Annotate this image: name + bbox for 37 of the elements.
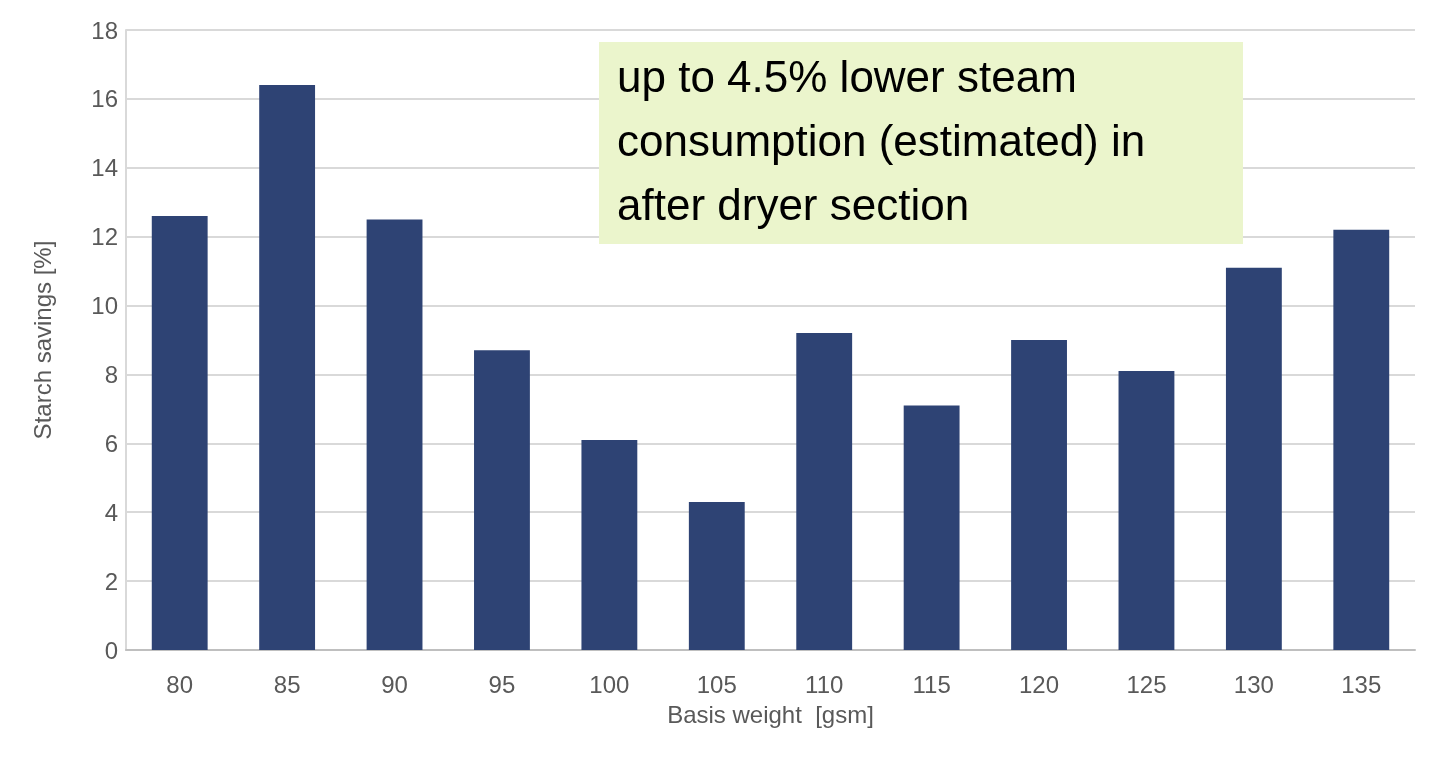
y-axis-title: Starch savings [%] <box>28 240 56 440</box>
y-tick-label: 14 <box>91 154 118 182</box>
bar <box>1118 371 1175 650</box>
bar <box>474 350 530 650</box>
x-tick-label: 130 <box>1233 670 1274 698</box>
annotation: up to 4.5% lower steam consumption (estimated) in after dryer section <box>617 51 1158 229</box>
bar <box>366 219 423 650</box>
bar <box>581 439 638 650</box>
bar <box>259 85 316 650</box>
y-tick-label: 2 <box>104 567 118 595</box>
y-tick-label: 4 <box>104 498 118 526</box>
y-tick-label: 6 <box>104 429 118 457</box>
x-tick-label: 100 <box>589 670 630 698</box>
y-tick-label: 10 <box>91 292 118 320</box>
x-tick-label: 80 <box>166 670 194 698</box>
x-tick-label: 105 <box>696 670 737 698</box>
bar <box>1011 340 1067 650</box>
y-tick-label: 12 <box>91 223 118 251</box>
bar <box>903 405 960 650</box>
bar <box>1333 229 1390 650</box>
x-tick-label: 135 <box>1341 670 1382 698</box>
y-tick-label: 18 <box>91 16 118 44</box>
y-tick-label: 8 <box>104 360 118 388</box>
bar <box>151 216 208 650</box>
x-tick-label: 115 <box>912 670 951 698</box>
y-tick-label: 16 <box>91 85 118 113</box>
x-tick-label: 110 <box>805 670 844 698</box>
x-tick-label: 95 <box>488 670 516 698</box>
bar <box>1225 267 1282 650</box>
bar <box>796 333 853 650</box>
x-axis-title: Basis weight [gsm] <box>667 700 874 728</box>
x-tick-label: 120 <box>1019 670 1060 698</box>
x-tick-label: 90 <box>381 670 408 698</box>
x-tick-label: 85 <box>273 670 301 698</box>
bar <box>688 501 745 650</box>
y-tick-label: 0 <box>104 636 118 664</box>
x-tick-label: 125 <box>1126 670 1167 698</box>
